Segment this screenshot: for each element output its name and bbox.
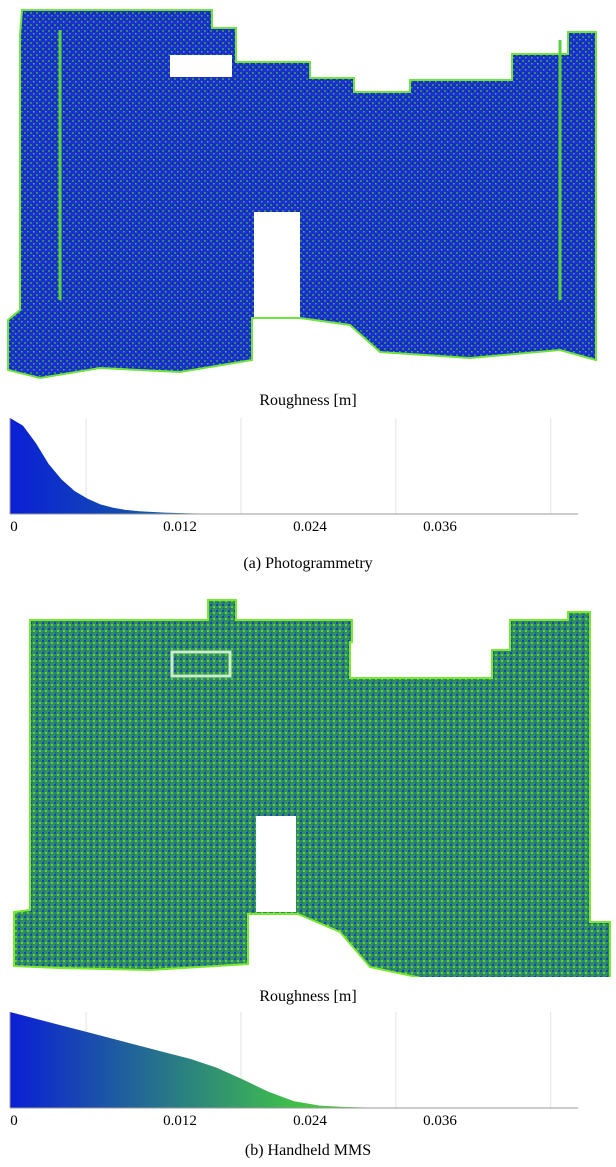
tick-label: 0.036 — [423, 1113, 457, 1129]
tick-label: 0.012 — [163, 1113, 197, 1129]
roughness-histogram — [9, 418, 578, 515]
histogram-area — [10, 418, 578, 514]
figure-caption: (b) Handheld MMS — [244, 1142, 372, 1159]
colorbar-label: Roughness [m] — [259, 988, 357, 1005]
point-cloud-image — [7, 9, 597, 380]
tick-label: 0 — [10, 1113, 18, 1129]
colorbar-label: Roughness [m] — [259, 392, 357, 409]
tick-label: 0 — [10, 519, 18, 535]
point-cloud-image — [13, 599, 611, 977]
tick-label: 0.024 — [293, 519, 327, 535]
tick-label: 0.012 — [163, 519, 197, 535]
panel-photogrammetry: Roughness [m] 0 0.012 0.024 0.036 (a) Photo… — [0, 0, 616, 580]
tick-label: 0.036 — [423, 519, 457, 535]
histogram-area — [10, 1012, 578, 1108]
figure-caption: (a) Photogrammetry — [243, 555, 373, 572]
tick-label: 0.024 — [293, 1113, 327, 1129]
panel-handheld-mms: Roughness [m] 0 0.012 0.024 0.036 (b) Handh… — [0, 592, 616, 1167]
roughness-histogram — [9, 1012, 578, 1109]
